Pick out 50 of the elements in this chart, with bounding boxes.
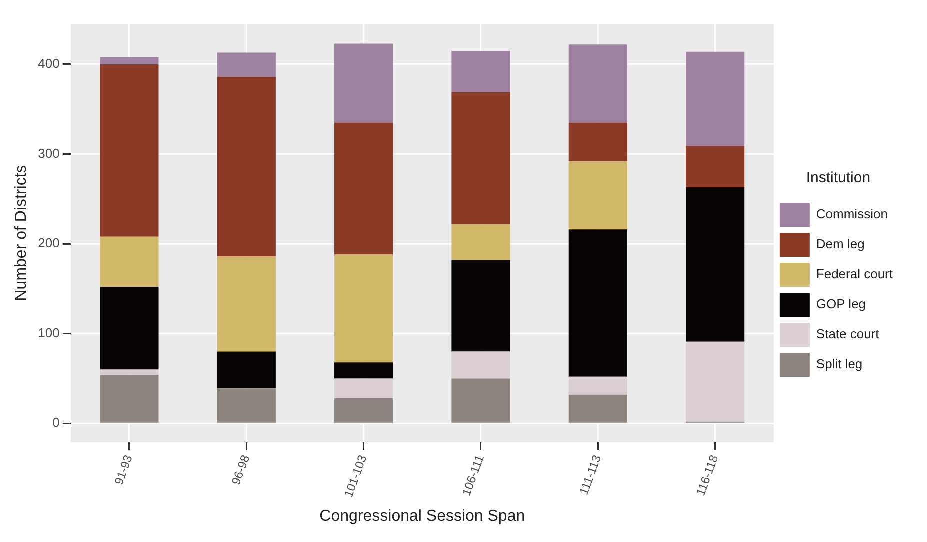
legend-title: Institution [806,170,871,187]
bar [217,388,276,423]
bar [334,254,394,363]
legend-label: Dem leg [816,236,865,252]
bar [334,44,394,123]
bar [334,378,394,398]
y-tick-label: 400 [38,56,60,71]
bar [568,122,628,162]
x-tick-label: 96-98 [228,453,253,487]
y-tick-label: 100 [38,325,60,340]
bar [686,52,745,146]
bar [217,256,276,352]
bar [452,92,510,224]
bar [568,394,628,423]
legend-label: GOP leg [816,296,866,312]
bar [100,57,159,64]
bar [452,260,510,352]
legend-label: Commission [816,206,888,222]
bar [568,230,628,377]
bar [686,146,745,188]
bar [100,375,159,423]
bar [452,224,510,260]
bar [217,352,276,389]
bar [100,236,159,288]
x-tick-label: 91-93 [112,453,136,487]
bar [568,44,628,123]
y-axis-title: Number of Districts [13,165,30,302]
x-tick-label: 111-113 [576,453,604,497]
y-tick-label: 200 [38,236,60,251]
bar [686,187,745,342]
bar [686,342,745,422]
bar [334,362,394,379]
bar [568,376,628,395]
y-tick-label: 300 [38,146,60,161]
bar [100,370,159,376]
legend-label: State court [816,326,880,342]
legend-label: Split leg [816,356,863,372]
bar [568,161,628,230]
bar [452,352,510,379]
bar [452,50,510,92]
bar [100,287,159,370]
bar [217,52,276,77]
y-tick-label: 0 [52,415,60,430]
bar [217,76,276,257]
bar [452,378,510,423]
legend-label: Federal court [816,266,894,282]
bar [100,64,159,237]
bar [334,398,394,423]
x-axis-title: Congressional Session Span [320,508,526,525]
bar [334,122,394,255]
